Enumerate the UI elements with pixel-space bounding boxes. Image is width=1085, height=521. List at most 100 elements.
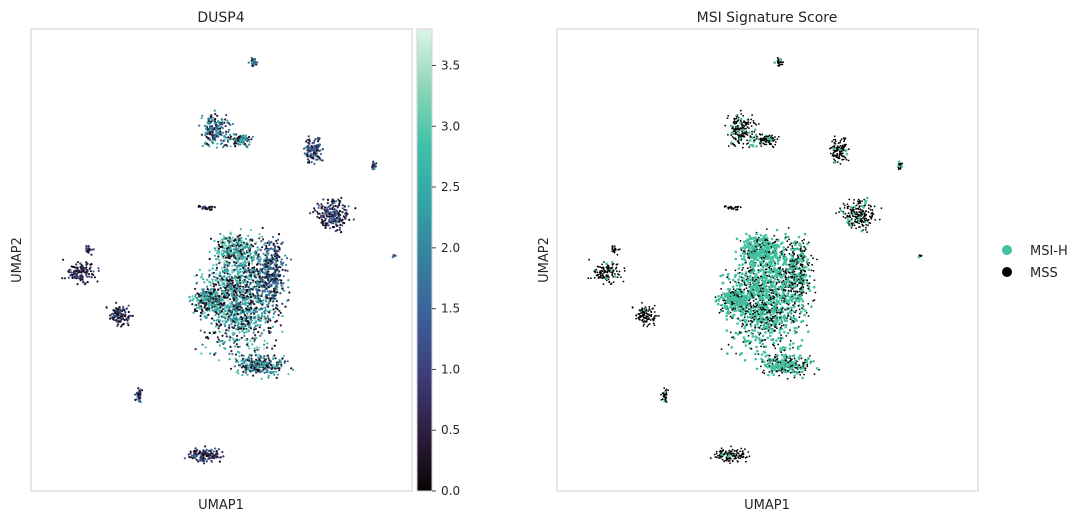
cell-point [231,252,234,255]
cell-point-mss [739,206,742,209]
cell-point-mss [726,117,729,119]
cell-point-mss [764,137,766,140]
cell-point [273,344,276,347]
cell-point [266,314,269,317]
cell-point [239,321,242,324]
cell-point [243,243,246,246]
cell-point-mss [768,139,771,142]
cell-point [226,268,229,271]
cell-point [250,278,253,281]
cell-point [233,246,236,249]
cell-point [268,279,271,282]
cell-point [247,262,251,265]
cell-point [193,308,197,311]
cell-point [338,217,342,220]
cell-point [319,149,322,152]
cell-point [199,318,202,321]
cell-point-msi-h [765,327,769,330]
cell-point [245,270,249,273]
cell-point-mss [739,127,741,130]
cell-point [250,354,253,357]
cell-point [216,340,219,344]
cell-point [268,242,271,245]
cell-point [117,323,120,326]
cell-point [223,283,226,286]
cell-point [138,399,142,403]
cell-point-mss [846,203,849,206]
cell-point [255,241,258,244]
cell-point [221,245,224,248]
cell-point [87,245,90,248]
cell-point-mss [831,154,834,157]
cell-point [202,449,205,452]
cell-point [207,117,210,120]
cell-point [230,254,233,257]
cell-point-mss [602,275,605,277]
cell-point [250,272,253,275]
cell-point [231,264,234,267]
cell-point-msi-h [781,310,785,314]
cell-point [203,291,206,294]
cell-point [75,263,78,266]
cell-point [267,262,270,265]
cell-point [240,336,243,339]
cell-point [189,452,192,455]
cell-point [251,267,254,270]
cell-point [211,301,214,304]
cell-point-mss [865,214,867,217]
cell-point [267,253,270,256]
cell-point-mss [611,245,614,248]
cell-point [221,127,224,130]
cell-point-mss [663,387,666,390]
cell-point [275,319,278,322]
cell-point [228,283,231,286]
cell-point-mss [837,142,840,145]
cell-point [220,275,223,278]
cell-point-mss [733,206,736,209]
cell-point [347,205,350,208]
cell-point [228,317,232,320]
cell-point [246,338,249,342]
cell-point [227,130,230,133]
cell-point [343,205,346,208]
cell-point-mss [863,213,866,216]
cell-point-msi-h [730,141,733,144]
cell-point [193,275,196,278]
cell-point [266,290,269,293]
cell-point [214,127,217,130]
cell-point [259,272,262,275]
cell-point [240,359,243,362]
cell-point [84,282,87,285]
cell-point [229,232,232,236]
cell-point-msi-h [642,308,645,312]
cell-point-mss [733,130,736,132]
cell-point-mss [839,152,841,154]
cell-point [269,299,272,302]
cell-point-mss [867,218,870,221]
cell-point [232,132,235,136]
cell-point-mss [860,221,863,224]
cell-point-mss [746,122,749,124]
cell-point [223,278,227,282]
cell-point [278,278,281,281]
dusp4-plot-frame [30,28,413,492]
cell-point [200,133,203,136]
cell-point-msi-h [730,124,733,128]
cell-point [270,363,273,366]
cell-point [261,280,264,283]
cell-point-mss [641,308,643,311]
cell-point-mss [842,216,845,218]
cell-point [261,246,264,249]
cell-point-msi-h [833,161,837,164]
cell-point [236,260,239,263]
cell-point [248,285,251,288]
cell-point [226,119,229,122]
cell-point [195,449,198,453]
cell-point [208,145,211,148]
cell-point [251,61,254,64]
cell-point [275,300,278,303]
cell-point-mss [837,157,840,160]
cell-point [236,303,239,306]
cell-point-mss [765,135,768,138]
cell-point [273,247,277,250]
